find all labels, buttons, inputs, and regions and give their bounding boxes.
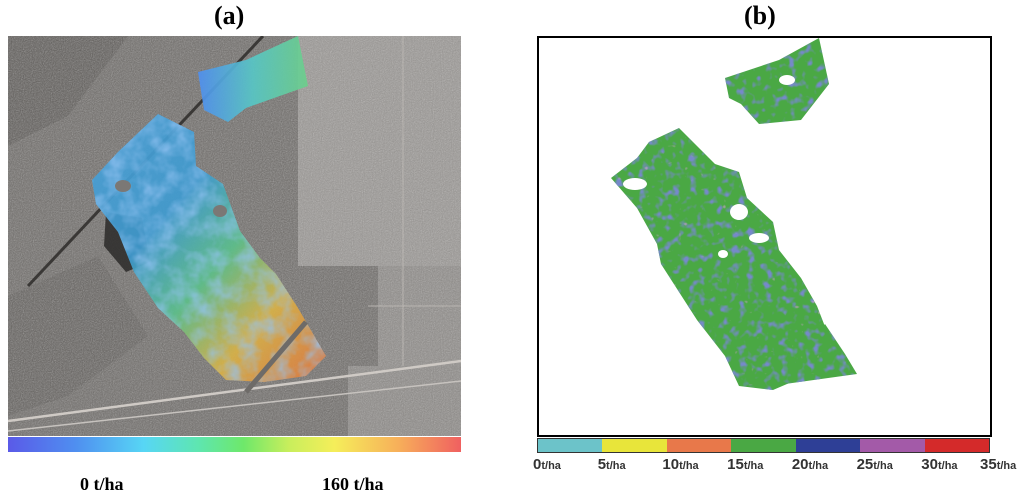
legend-tick-number: 30 (921, 456, 938, 473)
panel-a-label: (a) (214, 1, 245, 30)
panel-b-label: (b) (744, 1, 776, 30)
legend-tick-number: 25 (856, 456, 874, 473)
gradient-min-label: 0 t/ha (80, 474, 124, 494)
legend-tick-label: 25t/ha (857, 456, 893, 474)
legend-segment (666, 439, 732, 452)
legend-segment (795, 439, 861, 452)
legend-tick-unit: t/ha (606, 460, 626, 472)
legend-tick-label: 30t/ha (921, 456, 957, 474)
legend-tick-label: 20t/ha (792, 456, 828, 474)
legend-tick-unit: t/ha (541, 460, 561, 472)
legend-tick-label: 5t/ha (598, 456, 626, 474)
gradient-max-label: 160 t/ha (322, 474, 384, 494)
legend-tick-number: 35 (980, 456, 997, 473)
legend-tick-label: 15t/ha (727, 456, 763, 474)
legend-tick-label: 10t/ha (662, 456, 698, 474)
biomass-class-map (611, 38, 857, 390)
legend-tick-number: 0 (533, 456, 542, 473)
biomass-class-legend-bar (537, 438, 990, 453)
legend-segment (731, 439, 796, 452)
biomass-gradient-colorbar (8, 437, 461, 452)
legend-tick-label: 35t/ha (980, 456, 1016, 474)
legend-tick-unit: t/ha (937, 460, 958, 472)
legend-tick-unit: t/ha (743, 460, 764, 472)
biomass-class-map-panel (537, 36, 992, 437)
legend-tick-number: 5 (597, 456, 607, 473)
legend-tick-number: 10 (662, 456, 680, 473)
legend-tick-label: 0t/ha (533, 456, 561, 474)
legend-segment (602, 439, 667, 452)
legend-segment (538, 439, 603, 452)
legend-segment (924, 439, 989, 452)
satellite-image-panel (8, 36, 461, 436)
legend-tick-unit: t/ha (996, 460, 1017, 472)
legend-tick-unit: t/ha (873, 460, 893, 472)
legend-segment (860, 439, 925, 452)
satellite-biomass-overlay (8, 36, 461, 436)
legend-tick-unit: t/ha (679, 460, 699, 472)
legend-tick-number: 20 (791, 456, 809, 473)
legend-tick-unit: t/ha (808, 460, 829, 472)
legend-tick-number: 15 (727, 456, 744, 473)
